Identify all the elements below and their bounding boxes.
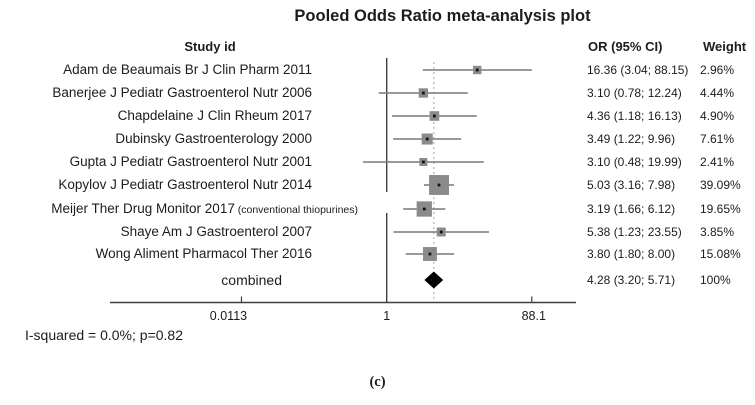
combined-diamond [424,271,444,289]
weight-value: 4.90% [700,109,735,123]
study-label: Dubinsky Gastroenterology 2000 [6,130,358,148]
point-estimate-dot [439,230,443,234]
chart-title: Pooled Odds Ratio meta-analysis plot [294,7,591,25]
weight-value: 15.08% [700,247,741,261]
point-estimate-dot [475,68,479,72]
or-ci-value: 3.19 (1.66; 6.12) [587,202,676,216]
point-estimate-dot [428,252,432,256]
combined-weight-value: 100% [700,273,731,287]
or-ci-value: 3.49 (1.22; 9.96) [587,132,676,146]
x-axis-tick-label: 88.1 [522,309,546,323]
or-ci-value: 5.38 (1.23; 23.55) [587,225,682,239]
point-estimate-dot [422,207,426,211]
or-ci-value: 3.80 (1.80; 8.00) [587,247,676,261]
weight-value: 39.09% [700,178,741,192]
weight-value: 2.96% [700,63,735,77]
or-ci-value: 4.36 (1.18; 16.13) [587,109,682,123]
study-label: Kopylov J Pediatr Gastroenterol Nutr 201… [6,176,358,194]
study-label-text: Shaye Am J Gastroenterol 2007 [120,224,312,239]
study-label: Chapdelaine J Clin Rheum 2017 [6,107,358,125]
weight-value: 19.65% [700,202,741,216]
or-ci-value: 5.03 (3.16; 7.98) [587,178,676,192]
combined-or-ci-value: 4.28 (3.20; 5.71) [587,273,676,287]
study-label-suffix: (conventional thiopurines) [234,204,358,216]
weight-value: 4.44% [700,86,735,100]
study-label-text: Gupta J Pediatr Gastroenterol Nutr 2001 [69,154,312,169]
heterogeneity-stats: I-squared = 0.0%; p=0.82 [25,327,183,343]
x-axis-tick-label: 1 [383,309,390,323]
study-label: Gupta J Pediatr Gastroenterol Nutr 2001 [6,153,358,171]
column-header-or-ci: OR (95% CI) [588,39,663,54]
combined-label: combined [221,272,282,288]
point-estimate-dot [433,114,436,118]
weight-value: 2.41% [700,155,735,169]
point-estimate-dot [437,183,441,187]
column-header-study-id: Study id [184,39,236,54]
study-label-text: Kopylov J Pediatr Gastroenterol Nutr 201… [58,177,312,192]
point-estimate-dot [421,91,425,95]
or-ci-value: 3.10 (0.78; 12.24) [587,86,682,100]
or-ci-value: 3.10 (0.48; 19.99) [587,155,682,169]
point-estimate-dot [425,137,429,141]
study-label-text: Banerjee J Pediatr Gastroenterol Nutr 20… [52,85,312,100]
study-label: Shaye Am J Gastroenterol 2007 [6,223,358,241]
weight-value: 7.61% [700,132,735,146]
weight-value: 3.85% [700,225,735,239]
column-header-weight: Weight [703,39,747,54]
point-estimate-dot [421,160,425,164]
study-label: Meijer Ther Drug Monitor 2017 (conventio… [6,200,358,218]
or-ci-value: 16.36 (3.04; 88.15) [587,63,689,77]
study-label-text: Dubinsky Gastroenterology 2000 [115,131,312,146]
panel-caption: (c) [369,374,386,390]
study-label-text: Chapdelaine J Clin Rheum 2017 [117,108,312,123]
study-label-text: Meijer Ther Drug Monitor 2017 [51,201,235,216]
study-label-text: Adam de Beaumais Br J Clin Pharm 2011 [63,62,312,77]
study-label-text: Wong Aliment Pharmacol Ther 2016 [95,246,312,261]
study-label: Banerjee J Pediatr Gastroenterol Nutr 20… [6,84,358,102]
study-label: Adam de Beaumais Br J Clin Pharm 2011 [6,61,358,79]
x-axis-tick-label: 0.0113 [210,309,247,323]
study-label: Wong Aliment Pharmacol Ther 2016 [6,245,358,263]
